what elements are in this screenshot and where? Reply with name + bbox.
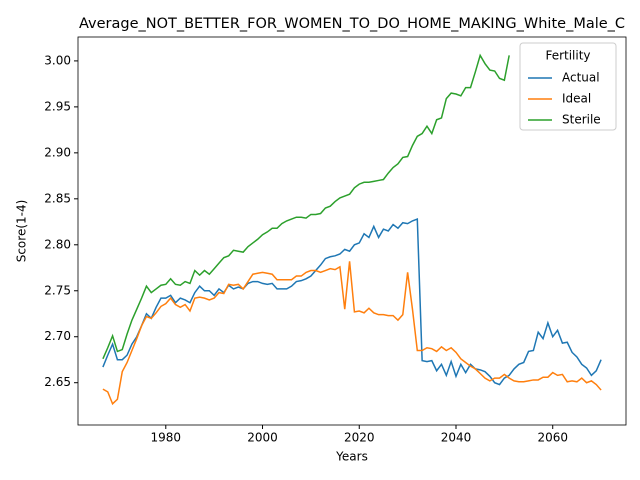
plot-frame — [77, 36, 627, 426]
y-tick-label: 2.75 — [44, 283, 71, 297]
x-tick-label: 2060 — [537, 431, 568, 445]
series-line — [102, 53, 510, 360]
y-tick-label: 2.95 — [44, 99, 71, 113]
legend-label: Actual — [562, 71, 600, 85]
y-tick-label: 2.65 — [44, 375, 71, 389]
y-tick-label: 3.00 — [44, 53, 71, 67]
legend-label: Sterile — [562, 113, 601, 127]
x-tick-label: 1980 — [151, 431, 182, 445]
series-line — [102, 261, 602, 406]
y-axis-label: Score(1-4) — [15, 200, 29, 263]
chart-title: Average_NOT_BETTER_FOR_WOMEN_TO_DO_HOME_… — [79, 16, 625, 32]
y-tick-label: 2.85 — [44, 191, 71, 205]
series-line — [102, 217, 602, 386]
x-tick-label: 2040 — [441, 431, 472, 445]
legend-title: Fertility — [545, 49, 590, 63]
y-tick-label: 2.90 — [44, 145, 71, 159]
x-tick-label: 2000 — [247, 431, 278, 445]
y-tick-label: 2.70 — [44, 329, 71, 343]
legend-box — [519, 42, 617, 131]
y-tick-label: 2.80 — [44, 237, 71, 251]
legend-label: Ideal — [562, 92, 591, 106]
x-axis-label: Years — [335, 450, 368, 464]
x-tick-label: 2020 — [344, 431, 375, 445]
